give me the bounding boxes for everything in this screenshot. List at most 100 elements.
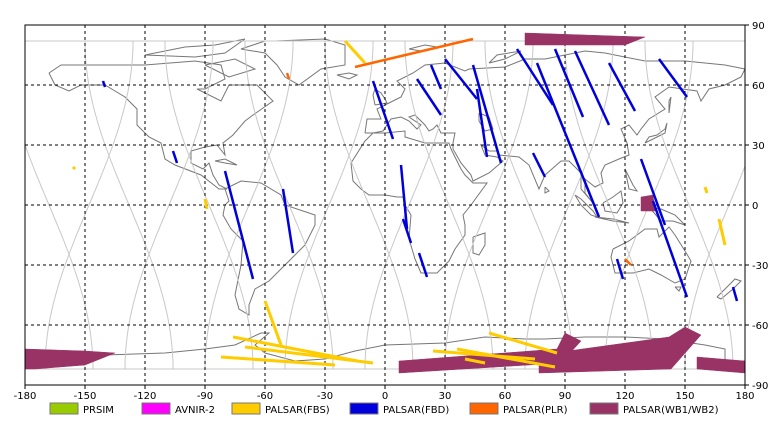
swath-fbs-7 (343, 39, 367, 65)
y-tick-label-60: 60 (752, 81, 765, 92)
swath-fbd-9 (415, 78, 443, 116)
swath-fbd-15 (531, 152, 547, 178)
coastline-south-america (222, 180, 316, 316)
swath-fbd-18 (573, 50, 611, 126)
swath-fbs-3 (263, 300, 283, 346)
swath-fbs-5 (244, 345, 374, 365)
y-tick-label--60: -60 (752, 321, 768, 332)
legend-item-6: PALSAR(WB1/WB2) (589, 402, 719, 416)
legend-swatch-1 (49, 402, 79, 415)
swath-fbd-16 (535, 62, 601, 218)
swath-fbs-10 (488, 331, 558, 355)
legend-swatch-3 (231, 402, 261, 415)
x-tick-label-150: 150 (675, 391, 694, 402)
swath-fbd-17 (553, 48, 585, 118)
swath-fbd-7 (401, 218, 413, 244)
x-tick-label-60: 60 (499, 391, 512, 402)
swath-fbd-8 (417, 252, 429, 278)
swath-plr-2 (285, 72, 291, 80)
legend-swatch-4 (349, 402, 379, 415)
x-tick-label--60: -60 (257, 391, 273, 402)
orbit-track-11 (404, 41, 494, 369)
swath-fbd-12 (471, 64, 503, 164)
swath-fbd-19 (607, 62, 637, 112)
coastline-novaya-zemlya (488, 50, 522, 64)
x-tick-label--30: -30 (317, 391, 333, 402)
coastline-madagascar (472, 232, 486, 256)
swath-fbd-22 (657, 58, 689, 98)
x-tick-label--180: -180 (14, 391, 37, 402)
coastline-australia (610, 226, 692, 284)
swath-wb-7 (696, 356, 745, 374)
legend-item-2: AVNIR-2 (141, 402, 215, 416)
swath-fbd-24 (731, 286, 739, 302)
swath-fbd-13 (475, 88, 489, 158)
legend-item-1: PRSIM (49, 402, 114, 416)
coastline-uk (372, 88, 388, 106)
swath-fbs-2 (203, 198, 209, 210)
y-tick-label-90: 90 (752, 21, 765, 32)
y-tick-label-0: 0 (752, 201, 758, 212)
x-tick-label--150: -150 (74, 391, 97, 402)
legend-swatch-5 (469, 402, 499, 415)
swath-wb-2 (25, 362, 86, 370)
legend-label-2: AVNIR-2 (175, 405, 215, 416)
swath-fbs-12 (717, 218, 727, 246)
swath-fbd-21 (639, 158, 667, 226)
legend-label-3: PALSAR(FBS) (265, 405, 330, 416)
x-tick-label-30: 30 (439, 391, 452, 402)
swath-wb-3 (524, 32, 646, 46)
legend-swatch-2 (141, 402, 171, 415)
swath-fbd-5 (371, 80, 395, 140)
legend-item-3: PALSAR(FBS) (231, 402, 330, 416)
coastline-arctic-islands-1 (144, 38, 246, 58)
coastline-sakhalin (668, 96, 672, 114)
legend-label-1: PRSIM (83, 405, 114, 416)
swath-fbd-20 (615, 258, 625, 280)
legend-swatch-6 (589, 402, 619, 415)
x-tick-label--120: -120 (134, 391, 157, 402)
coastline-eurasia (364, 50, 745, 204)
orbit-track-8 (284, 41, 374, 369)
swath-fbs-11 (464, 357, 486, 365)
orbit-track-2 (44, 41, 134, 369)
swath-fbd-4 (281, 188, 295, 254)
swath-plr-3 (624, 258, 632, 266)
coastline-borneo (602, 190, 624, 214)
coastline-arctic-islands-2 (204, 58, 257, 78)
coastline-cuba (214, 158, 238, 166)
swath-fbd-2 (171, 150, 179, 164)
y-tick-label--30: -30 (752, 261, 768, 272)
legend-item-4: PALSAR(FBD) (349, 402, 449, 416)
y-tick-label--90: -90 (752, 381, 768, 392)
legend-label-5: PALSAR(PLR) (503, 405, 568, 416)
swath-fbd-6 (399, 164, 409, 230)
orbit-track-17 (644, 41, 734, 369)
swath-fbs-1 (71, 165, 77, 171)
x-tick-label--90: -90 (197, 391, 213, 402)
swath-fbs-13 (703, 186, 709, 194)
coastline-africa (350, 130, 488, 274)
coastline-tasmania (674, 286, 682, 292)
orbit-track-5 (164, 41, 254, 369)
swath-fbd-11 (444, 58, 478, 100)
x-tick-label-120: 120 (615, 391, 634, 402)
coastline-sri-lanka (544, 186, 550, 194)
swath-fbd-14 (515, 48, 555, 106)
x-tick-label-90: 90 (559, 391, 572, 402)
swath-fbd-23 (651, 200, 689, 298)
coastline-sulawesi-java (594, 216, 630, 224)
coastline-japan (644, 122, 668, 144)
y-tick-label-30: 30 (752, 141, 765, 152)
legend: PRSIM AVNIR-2 PALSAR(FBS) PALSAR(FBD) PALSAR… (49, 402, 719, 416)
swath-fbd-3 (223, 170, 255, 280)
swath-wb-4 (640, 194, 656, 212)
swath-fbd-1 (101, 80, 107, 88)
coastline-new-zealand (716, 278, 742, 300)
swath-wb-6 (538, 326, 702, 374)
swath-fbs-9 (432, 349, 536, 361)
orbit-track-14 (524, 41, 614, 369)
swaths (25, 32, 745, 374)
x-axis-ticks: -180 -150 -120 -90 -60 -30 0 30 60 90 120 150 180 (14, 385, 755, 402)
